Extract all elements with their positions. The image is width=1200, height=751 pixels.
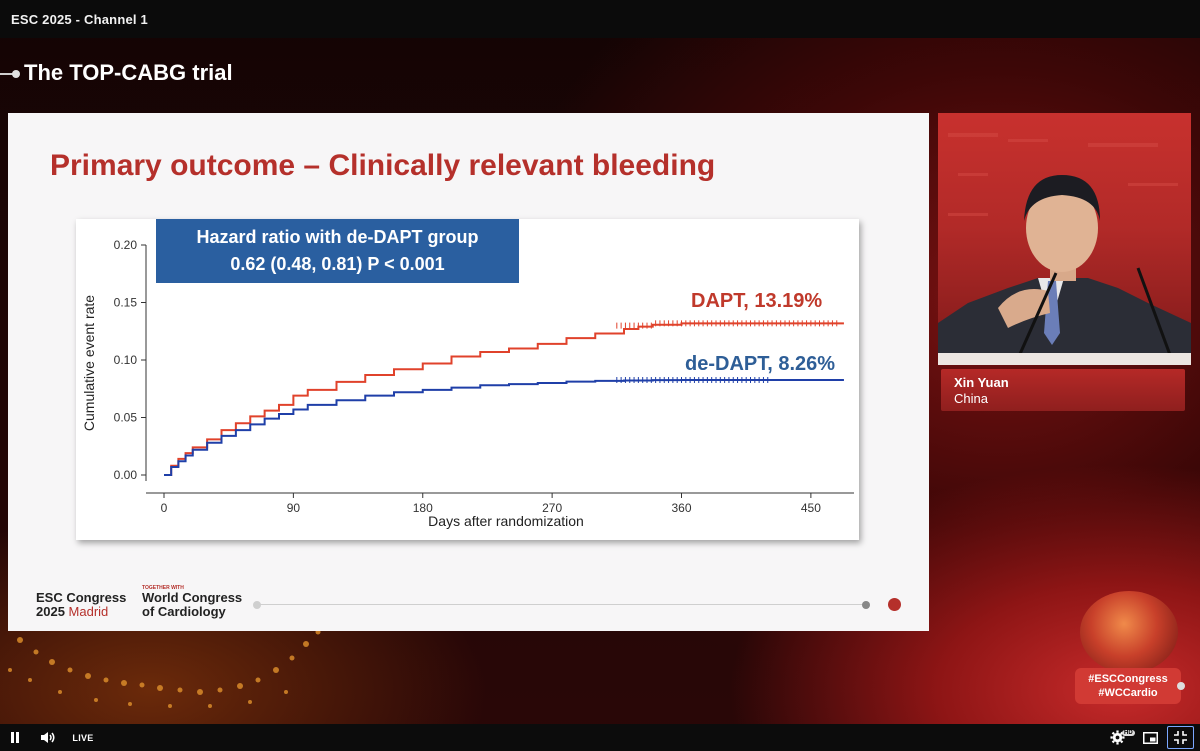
y-tick-label: 0.10 xyxy=(114,353,138,367)
y-tick-label: 0.05 xyxy=(114,411,138,425)
live-label: LIVE xyxy=(72,732,94,743)
hd-badge: HD xyxy=(1122,730,1135,736)
hazard-ratio-value: 0.62 (0.48, 0.81) P < 0.001 xyxy=(230,254,445,274)
hazard-ratio-title: Hazard ratio with de-DAPT group xyxy=(196,227,479,247)
x-tick-label: 450 xyxy=(801,501,821,515)
esc-logo-line1: ESC Congress xyxy=(36,590,127,605)
x-tick-label: 360 xyxy=(671,501,691,515)
y-tick-label: 0.00 xyxy=(114,468,138,482)
series-label-de-dapt: de-DAPT, 8.26% xyxy=(685,353,836,375)
series-line-dapt xyxy=(164,322,844,476)
x-tick-label: 270 xyxy=(542,501,562,515)
hashtag-box: #ESCCongress #WCCardio xyxy=(1075,668,1181,704)
picture-in-picture-button[interactable] xyxy=(1139,724,1161,751)
speaker-caption: Xin Yuan China xyxy=(941,369,1185,411)
congress-globe-graphic xyxy=(1080,591,1178,673)
pause-icon xyxy=(11,732,19,743)
x-tick-label: 180 xyxy=(413,501,433,515)
window-title-bar: ESC 2025 - Channel 1 xyxy=(0,0,1200,38)
hashtag-esc: #ESCCongress xyxy=(1088,673,1168,685)
esc-congress-logo: ESC Congress 2025 Madrid xyxy=(36,591,126,619)
slide-heading: Primary outcome – Clinically relevant bl… xyxy=(50,149,716,182)
picture-in-picture-icon xyxy=(1142,731,1158,744)
esc-logo-year: 2025 xyxy=(36,604,65,619)
y-tick-label: 0.20 xyxy=(114,238,138,252)
slide-progress-end-dot xyxy=(888,598,901,611)
decorative-particles xyxy=(8,629,321,708)
settings-button[interactable] xyxy=(1106,724,1128,751)
esc-logo-city: Madrid xyxy=(68,604,109,619)
hashtag-indicator-dot xyxy=(1177,682,1185,690)
session-title-dot xyxy=(12,70,20,78)
world-congress-logo: World Congress of Cardiology xyxy=(142,591,242,619)
session-title: The TOP-CABG trial xyxy=(24,60,233,85)
y-axis-label: Cumulative event rate xyxy=(81,295,97,431)
speaker-figure xyxy=(938,133,1191,365)
wcc-logo-line1: World Congress xyxy=(142,590,243,605)
series-line-de-dapt xyxy=(164,379,844,476)
gear-icon xyxy=(1109,730,1125,745)
series-label-dapt: DAPT, 13.19% xyxy=(691,290,823,312)
chart-panel: 0.00 0.05 0.10 0.15 0.20 0 90 180 270 360 450 Days … xyxy=(76,219,859,540)
esc-logo-line2: 2025 Madrid xyxy=(36,605,126,619)
volume-icon xyxy=(41,732,55,743)
volume-button[interactable] xyxy=(37,724,59,751)
wcc-logo-line2: of Cardiology xyxy=(142,604,226,619)
player-control-bar: LIVE xyxy=(0,724,1200,751)
slide-progress-start-dot xyxy=(253,601,261,609)
x-tick-label: 0 xyxy=(161,501,168,515)
window-title: ESC 2025 - Channel 1 xyxy=(11,12,148,27)
hashtag-wcc: #WCCardio xyxy=(1098,687,1158,699)
exit-fullscreen-button[interactable] xyxy=(1167,726,1194,749)
pause-button[interactable] xyxy=(4,724,26,751)
hazard-ratio-box: Hazard ratio with de-DAPT group 0.62 (0.… xyxy=(156,219,519,283)
speaker-video xyxy=(938,113,1191,365)
session-title-line xyxy=(0,73,14,75)
exit-fullscreen-icon xyxy=(1174,731,1187,744)
slide-progress-track xyxy=(256,604,868,605)
slide-progress-current-dot xyxy=(862,601,870,609)
speaker-country: China xyxy=(954,391,988,406)
presentation-slide: Primary outcome – Clinically relevant bl… xyxy=(8,113,929,631)
y-tick-label: 0.15 xyxy=(114,296,138,310)
kaplan-meier-chart: 0.00 0.05 0.10 0.15 0.20 0 90 180 270 360 450 Days … xyxy=(81,238,854,529)
x-tick-label: 90 xyxy=(287,501,301,515)
together-with-label: TOGETHER WITH xyxy=(142,585,184,591)
speaker-name: Xin Yuan xyxy=(954,375,1009,390)
x-axis-label: Days after randomization xyxy=(428,513,584,529)
